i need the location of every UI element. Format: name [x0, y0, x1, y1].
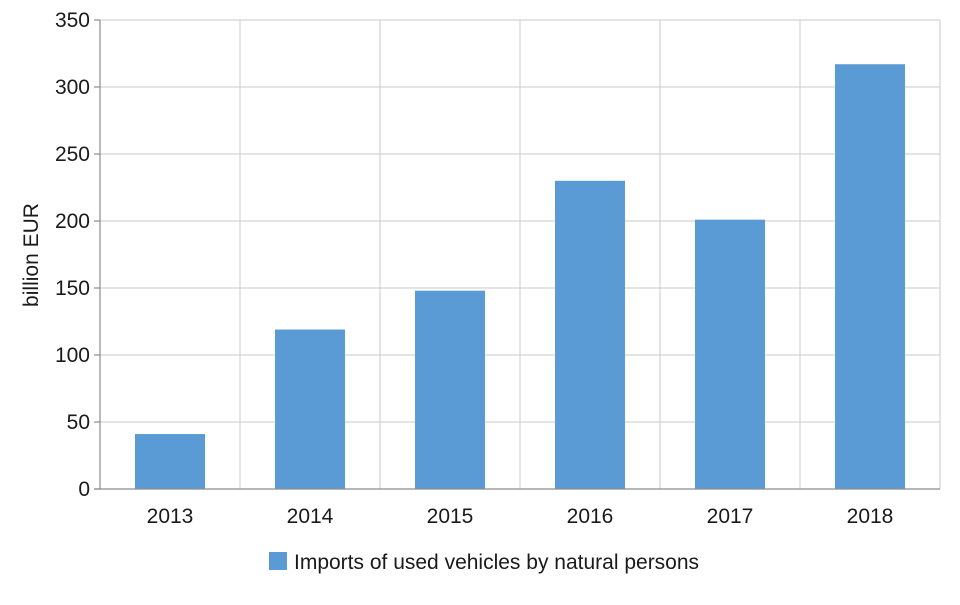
x-tick-label: 2018: [847, 505, 894, 528]
y-tick-label: 200: [55, 210, 90, 233]
y-axis-title: billion EUR: [20, 203, 43, 307]
bar-2014: [275, 329, 345, 489]
gridlines: [100, 19, 941, 489]
y-tick-label: 0: [78, 478, 90, 501]
bar-2016: [555, 180, 625, 490]
y-tick-label: 300: [55, 76, 90, 99]
bar-2018: [835, 64, 905, 489]
y-tick-label: 150: [55, 277, 90, 300]
y-tick-label: 350: [55, 9, 90, 32]
bar-2013: [135, 434, 205, 489]
legend-label: Imports of used vehicles by natural pers…: [294, 551, 699, 574]
x-tick-label: 2017: [707, 505, 754, 528]
axes: [94, 19, 940, 490]
x-tick-label: 2013: [147, 505, 194, 528]
bars: [135, 64, 905, 490]
y-tick-label: 100: [55, 344, 90, 367]
y-tick-label: 50: [67, 411, 90, 434]
y-tick-labels: 0 50 100 150 200 250 300 350: [55, 9, 90, 501]
legend: Imports of used vehicles by natural pers…: [269, 551, 699, 574]
x-tick-labels: 2013 2014 2015 2016 2017 2018: [147, 505, 894, 528]
bar-2017: [695, 219, 765, 489]
y-tick-label: 250: [55, 143, 90, 166]
x-tick-label: 2015: [427, 505, 474, 528]
x-tick-label: 2014: [287, 505, 334, 528]
bar-2015: [415, 290, 485, 489]
legend-swatch: [269, 552, 287, 570]
x-tick-label: 2016: [567, 505, 614, 528]
